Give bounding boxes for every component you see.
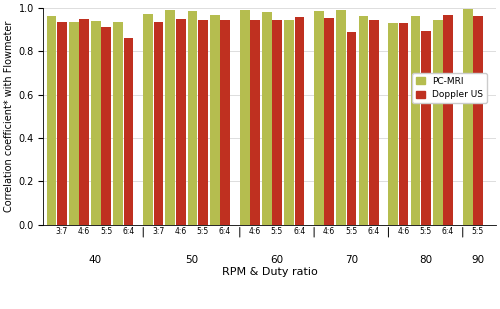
Bar: [154, 22, 164, 225]
Bar: [166, 10, 175, 225]
Bar: [462, 9, 472, 225]
Bar: [421, 31, 430, 225]
Bar: [294, 18, 304, 225]
Text: 70: 70: [344, 255, 358, 265]
Bar: [473, 16, 483, 225]
Text: 60: 60: [270, 255, 283, 265]
Bar: [336, 10, 346, 225]
Bar: [410, 16, 420, 225]
X-axis label: RPM & Duty ratio: RPM & Duty ratio: [222, 267, 318, 277]
Bar: [198, 20, 208, 225]
Bar: [143, 14, 153, 225]
Y-axis label: Correlation coefficient* with Flowmeter: Correlation coefficient* with Flowmeter: [4, 21, 14, 212]
Bar: [176, 19, 186, 225]
Bar: [240, 10, 250, 225]
Bar: [79, 19, 89, 225]
Bar: [388, 23, 398, 225]
Bar: [102, 27, 111, 225]
Bar: [91, 21, 101, 225]
Text: 50: 50: [185, 255, 198, 265]
Bar: [114, 23, 123, 225]
Bar: [69, 22, 78, 225]
Bar: [284, 20, 294, 225]
Bar: [358, 16, 368, 225]
Bar: [346, 32, 356, 225]
Bar: [46, 16, 56, 225]
Bar: [433, 20, 442, 225]
Bar: [220, 20, 230, 225]
Bar: [57, 22, 67, 225]
Bar: [369, 20, 378, 225]
Bar: [262, 12, 272, 225]
Bar: [443, 15, 453, 225]
Bar: [324, 18, 334, 225]
Bar: [250, 20, 260, 225]
Bar: [272, 20, 282, 225]
Bar: [210, 15, 220, 225]
Legend: PC-MRI, Doppler US: PC-MRI, Doppler US: [412, 73, 487, 103]
Bar: [188, 11, 198, 225]
Bar: [398, 23, 408, 225]
Text: 80: 80: [419, 255, 432, 265]
Text: 90: 90: [471, 255, 484, 265]
Bar: [314, 11, 324, 225]
Text: 40: 40: [88, 255, 102, 265]
Bar: [124, 38, 134, 225]
